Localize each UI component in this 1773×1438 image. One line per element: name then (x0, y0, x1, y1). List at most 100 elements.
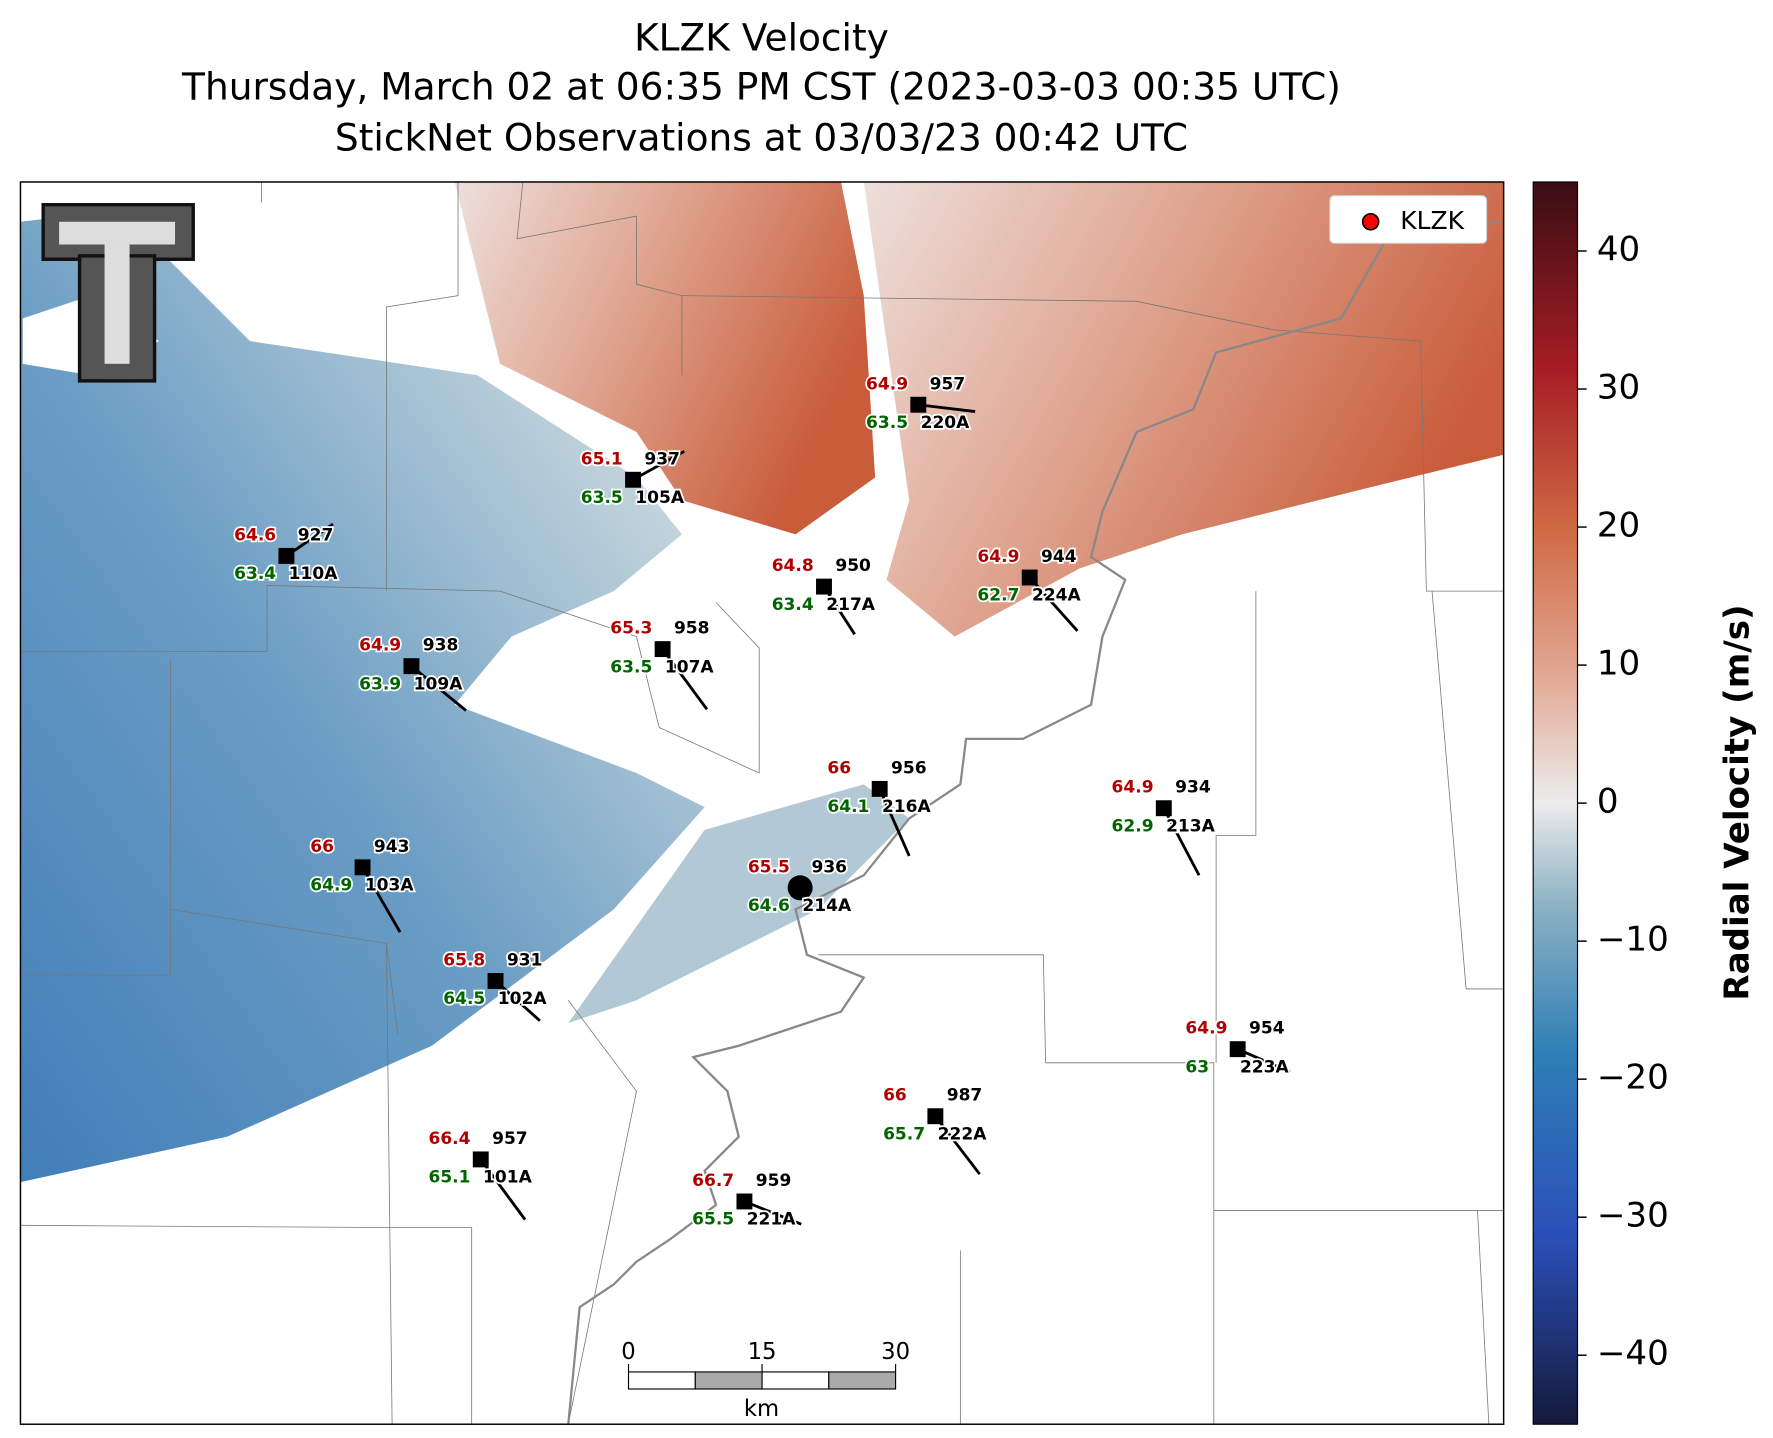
scale-tick-label: 0 (621, 1339, 635, 1365)
temperature: 66 (827, 758, 851, 778)
station-marker (278, 547, 295, 564)
map-frame (19, 181, 1505, 1425)
logo (41, 203, 195, 383)
temperature: 64.6 (234, 525, 276, 545)
station-id: 217A (826, 595, 876, 615)
colorbar-tick-label: −40 (1597, 1334, 1669, 1374)
legend-label: KLZK (1400, 206, 1464, 235)
station-id: 109A (414, 674, 464, 694)
wind-barb (632, 450, 685, 482)
station-marker (871, 780, 888, 797)
radar-outbound-east (863, 181, 1504, 637)
pressure: 938 (423, 636, 459, 656)
wind-barb (934, 1115, 981, 1176)
station-id: 214A (802, 896, 852, 916)
station-id: 224A (1032, 586, 1082, 606)
dewpoint: 63.9 (359, 674, 401, 694)
dewpoint: 62.9 (1112, 816, 1154, 836)
colorbar (1532, 181, 1579, 1425)
station-marker (403, 658, 420, 675)
pressure: 987 (947, 1086, 983, 1106)
wind-barb (410, 665, 467, 712)
scale-tick-label: 15 (748, 1339, 777, 1365)
pressure: 957 (930, 374, 966, 394)
temperature: 65.8 (443, 951, 485, 971)
radar-inbound-near (568, 784, 910, 1024)
pressure: 954 (1249, 1019, 1285, 1039)
station-marker (816, 578, 832, 595)
station-marker (654, 641, 671, 658)
station-id: 220A (921, 413, 971, 433)
title: KLZK Velocity (634, 15, 889, 59)
dewpoint: 63.4 (234, 564, 276, 584)
dewpoint: 65.1 (428, 1168, 470, 1188)
colorbar-tick-label: 0 (1597, 782, 1619, 822)
dewpoint: 64.1 (827, 797, 869, 817)
temperature: 65.5 (748, 857, 790, 877)
station-id: 103A (365, 876, 415, 896)
radar-inbound (20, 216, 705, 1183)
legend-marker (1361, 212, 1380, 231)
station-marker (927, 1108, 944, 1125)
pressure: 934 (1175, 778, 1211, 798)
radar-outbound (454, 181, 876, 535)
pressure: 956 (891, 758, 927, 778)
wind-barb (361, 866, 402, 933)
dewpoint: 64.9 (310, 876, 352, 896)
legend: KLZK (1329, 195, 1488, 244)
scale-segment (761, 1371, 830, 1390)
wind-barb (1237, 1047, 1291, 1074)
temperature: 65.1 (581, 449, 623, 469)
pressure: 927 (298, 525, 334, 545)
dewpoint: 63.4 (772, 595, 814, 615)
wind-barb (743, 1200, 802, 1226)
pressure: 959 (756, 1171, 792, 1191)
station-id: 222A (938, 1124, 988, 1144)
pressure: 958 (674, 619, 710, 639)
station-id: 110A (289, 564, 339, 584)
pressure: 937 (644, 449, 680, 469)
temperature: 64.9 (1185, 1019, 1227, 1039)
wind-barb (661, 648, 709, 711)
pressure: 944 (1041, 547, 1077, 567)
temperature: 66 (310, 837, 334, 857)
wind-barb (479, 1158, 527, 1221)
station-marker (1155, 800, 1172, 817)
colorbar-tick-label: 30 (1597, 368, 1640, 408)
temperature: 66.4 (428, 1129, 470, 1149)
scale-segment (694, 1371, 763, 1390)
temperature: 64.9 (359, 636, 401, 656)
colorbar-tick-label: 10 (1597, 644, 1640, 684)
station-id: 102A (498, 989, 548, 1009)
colorbar-tick-label: 20 (1597, 506, 1640, 546)
pressure: 943 (374, 837, 410, 857)
radar (20, 181, 1504, 1183)
station-marker (354, 859, 371, 876)
dewpoint: 63 (1185, 1057, 1209, 1077)
dewpoint: 64.5 (443, 989, 485, 1009)
subtitle: StickNet Observations at 03/03/23 00:42 … (335, 115, 1188, 159)
wind-barb (878, 788, 911, 857)
colorbar-tick-label: −20 (1597, 1058, 1669, 1098)
station-marker (487, 973, 504, 989)
colorbar-label: Radial Velocity (m/s) (1717, 604, 1757, 1000)
temperature: 64.9 (1112, 778, 1154, 798)
station-marker (472, 1151, 489, 1168)
subtitle: Thursday, March 02 at 06:35 PM CST (2023… (181, 64, 1341, 108)
station-id: 213A (1166, 816, 1216, 836)
pressure: 957 (492, 1129, 528, 1149)
pressure: 936 (811, 857, 847, 877)
station-marker (910, 396, 927, 413)
wind-barb (1028, 576, 1079, 632)
dewpoint: 65.5 (692, 1210, 734, 1230)
dewpoint: 64.6 (748, 896, 790, 916)
boundaries (20, 181, 1504, 1425)
dewpoint: 63.5 (581, 488, 623, 508)
temperature: 66 (883, 1086, 907, 1106)
station-marker (1229, 1041, 1246, 1058)
scale-unit: km (744, 1396, 779, 1422)
temperature: 64.8 (772, 556, 814, 576)
station-id: 223A (1240, 1057, 1290, 1077)
